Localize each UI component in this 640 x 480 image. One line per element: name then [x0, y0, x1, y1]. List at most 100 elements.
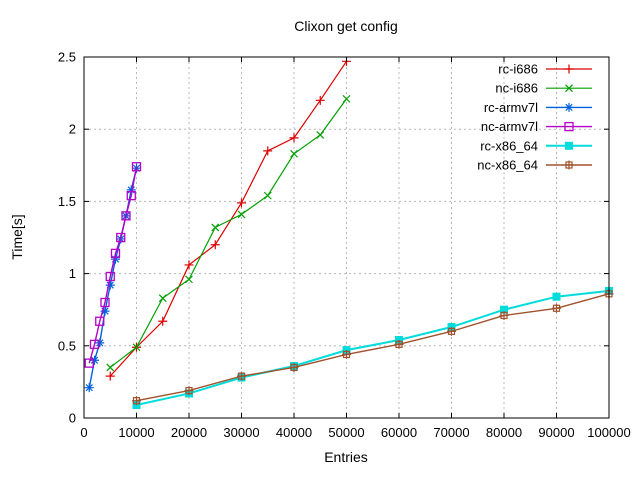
- series-nc-x86_64: [132, 289, 614, 406]
- x-tick-label: 80000: [486, 425, 522, 440]
- plus-marker: [564, 64, 574, 74]
- plot-border: [83, 56, 610, 419]
- chart-title: Clixon get config: [294, 18, 398, 34]
- asterisk-marker: [564, 102, 574, 112]
- legend: rc-i686 nc-i686 rc-armv7l nc-armv7l rc-x86_6…: [477, 62, 592, 173]
- plus-marker: [315, 95, 325, 105]
- plus-marker: [237, 198, 246, 208]
- cross-marker: [565, 84, 573, 93]
- dotted-square-marker: [499, 310, 509, 320]
- series-line-nc-x86_64: [136, 293, 610, 402]
- cross-marker: [132, 343, 141, 352]
- open-square-marker: [121, 211, 131, 221]
- series-line-rc-x86_64: [136, 289, 610, 406]
- legend-label: nc-armv7l: [481, 119, 538, 134]
- x-tick-label: 10000: [118, 425, 154, 440]
- series-nc-armv7l: [84, 162, 142, 368]
- asterisk-marker: [126, 185, 136, 195]
- open-square-marker: [89, 339, 100, 350]
- dotted-square-marker: [394, 339, 404, 349]
- series-line-nc-armv7l: [88, 166, 138, 364]
- asterisk-marker: [95, 338, 105, 348]
- asterisk-marker: [111, 254, 120, 264]
- asterisk-marker: [105, 280, 115, 290]
- x-tick-label: 60000: [381, 425, 417, 440]
- filled-square-marker: [552, 292, 561, 301]
- plus-marker: [105, 371, 115, 381]
- filled-square-marker: [565, 141, 573, 150]
- dotted-square-marker: [289, 362, 299, 372]
- open-square-marker: [564, 121, 574, 132]
- series-rc-armv7l: [84, 163, 141, 393]
- x-tick-label: 70000: [433, 425, 469, 440]
- asterisk-marker: [90, 355, 99, 365]
- open-square-marker: [131, 162, 142, 172]
- asterisk-marker: [100, 306, 110, 316]
- cross-marker: [106, 363, 115, 372]
- legend-label: nc-x86_64: [477, 158, 538, 173]
- cross-marker: [211, 223, 220, 232]
- x-tick-label: 90000: [538, 425, 574, 440]
- series-line-nc-i686: [109, 98, 347, 368]
- legend-item-nc-x86_64: nc-x86_64: [477, 158, 592, 173]
- cross-marker: [316, 131, 325, 139]
- y-tick-label: 0.5: [58, 338, 76, 353]
- plus-marker: [158, 316, 168, 326]
- cross-marker: [263, 191, 272, 200]
- open-square-marker: [116, 232, 126, 243]
- series-rc-x86_64: [132, 286, 613, 410]
- legend-label: rc-x86_64: [480, 138, 538, 153]
- dotted-square-marker: [564, 160, 574, 170]
- legend-item-rc-armv7l: rc-armv7l: [484, 100, 592, 115]
- x-tick-label: 20000: [171, 425, 207, 440]
- series-nc-i686: [106, 94, 351, 372]
- open-square-marker: [105, 271, 115, 282]
- series-line-rc-i686: [109, 60, 347, 377]
- open-square-marker: [84, 358, 94, 368]
- legend-label: rc-armv7l: [484, 100, 538, 115]
- x-tick-label: 100000: [587, 425, 630, 440]
- legend-label: rc-i686: [498, 62, 538, 77]
- legend-item-nc-armv7l: nc-armv7l: [481, 119, 592, 134]
- plus-marker: [184, 260, 194, 270]
- open-square-marker: [100, 297, 110, 308]
- x-axis-label: Entries: [324, 449, 368, 465]
- x-tick-label: 40000: [276, 425, 312, 440]
- grid-layer: [84, 57, 609, 418]
- y-tick-label: 0: [69, 411, 76, 426]
- cross-marker: [237, 210, 246, 219]
- plus-marker: [263, 146, 273, 156]
- dotted-square-marker: [552, 303, 561, 313]
- plus-marker: [210, 240, 220, 250]
- open-square-marker: [110, 248, 121, 259]
- y-tick-label: 1: [69, 266, 76, 281]
- y-tick-label: 2: [69, 122, 76, 137]
- plus-marker: [289, 133, 299, 143]
- asterisk-marker: [84, 383, 94, 393]
- x-tick-label: 50000: [328, 425, 364, 440]
- dotted-square-marker: [342, 349, 351, 359]
- legend-label: nc-i686: [495, 81, 538, 96]
- legend-item-rc-i686: rc-i686: [498, 62, 592, 77]
- axis-layer: 0 10000 20000 30000 40000 50000 60000 70000 8000…: [58, 50, 631, 441]
- cross-marker: [158, 294, 167, 303]
- dotted-square-marker: [132, 396, 141, 406]
- legend-item-rc-x86_64: rc-x86_64: [480, 138, 592, 153]
- series-rc-i686: [105, 56, 351, 381]
- x-tick-label: 30000: [223, 425, 259, 440]
- y-tick-label: 2.5: [58, 50, 76, 65]
- series-layer: [84, 56, 614, 410]
- x-tick-label: 0: [80, 425, 87, 440]
- cross-marker: [290, 149, 298, 158]
- y-axis-label: Time[s]: [9, 214, 25, 259]
- open-square-marker: [95, 316, 105, 326]
- dotted-square-marker: [184, 386, 194, 396]
- cross-marker: [342, 94, 351, 103]
- legend-item-nc-i686: nc-i686: [495, 81, 592, 96]
- y-tick-label: 1.5: [58, 194, 76, 209]
- dotted-square-marker: [447, 326, 456, 336]
- cross-marker: [185, 275, 193, 284]
- filled-square-marker: [500, 305, 508, 314]
